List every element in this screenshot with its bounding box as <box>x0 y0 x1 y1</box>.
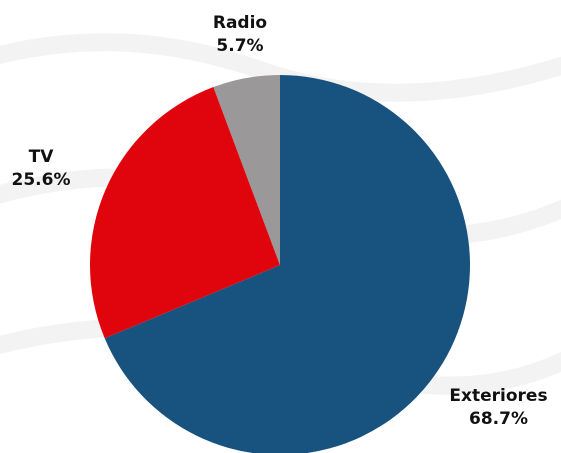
pie-slice-exteriores <box>104 75 470 453</box>
slice-label-exteriores: Exteriores 68.7% <box>436 385 561 431</box>
slice-label-exteriores-value: 68.7% <box>469 409 528 429</box>
slice-label-radio-value: 5.7% <box>216 36 264 56</box>
slice-label-tv-name: TV <box>28 147 54 167</box>
slice-label-tv: TV 25.6% <box>0 146 82 192</box>
pie-slices <box>89 75 470 453</box>
slice-label-radio-name: Radio <box>212 13 268 33</box>
slice-label-exteriores-name: Exteriores <box>449 386 548 406</box>
pie-slice-tv <box>89 87 280 339</box>
slice-label-radio: Radio 5.7% <box>190 12 290 58</box>
slice-label-tv-value: 25.6% <box>11 170 71 190</box>
pie-slice-radio <box>213 75 280 265</box>
